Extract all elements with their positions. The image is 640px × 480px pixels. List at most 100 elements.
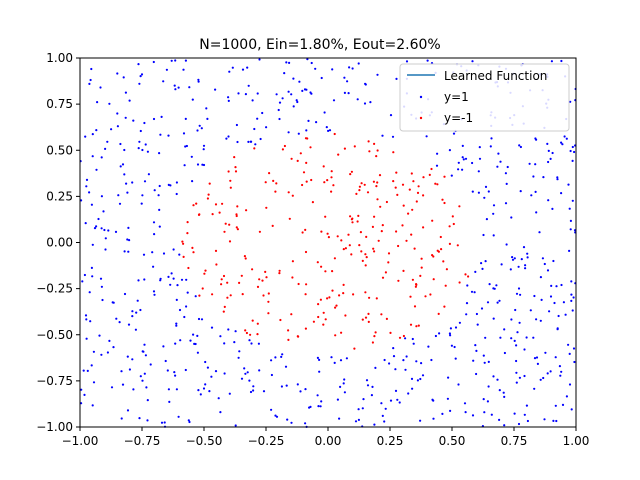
point-y-neg1 bbox=[272, 179, 275, 182]
point-y-neg1 bbox=[245, 331, 248, 335]
point-y1 bbox=[157, 194, 160, 197]
point-y1 bbox=[465, 313, 468, 316]
point-y-neg1 bbox=[415, 200, 418, 203]
point-y1 bbox=[395, 77, 398, 80]
point-y1 bbox=[254, 143, 257, 146]
point-y1 bbox=[281, 353, 284, 356]
x-axis: −1.00 −0.75 −0.50 −0.25 0.00 0.25 0.50 0.75 1.00 bbox=[62, 427, 589, 448]
point-y1 bbox=[120, 370, 123, 373]
point-y1 bbox=[139, 129, 142, 133]
point-y1 bbox=[114, 230, 118, 233]
point-y1 bbox=[278, 117, 281, 121]
point-y1 bbox=[91, 275, 94, 278]
point-y1 bbox=[85, 337, 88, 340]
point-y1 bbox=[127, 250, 130, 253]
point-y-neg1 bbox=[326, 232, 329, 235]
point-y1 bbox=[532, 336, 535, 339]
point-y1 bbox=[175, 181, 178, 184]
point-y1 bbox=[204, 383, 207, 386]
point-y1 bbox=[484, 336, 487, 339]
point-y1 bbox=[552, 259, 555, 263]
point-y1 bbox=[182, 132, 186, 135]
point-y1 bbox=[100, 285, 103, 288]
point-y1 bbox=[292, 105, 295, 108]
point-y-neg1 bbox=[416, 191, 420, 194]
point-y-neg1 bbox=[373, 250, 376, 253]
point-y1 bbox=[280, 385, 283, 388]
point-y1 bbox=[572, 347, 576, 350]
point-y1 bbox=[568, 207, 571, 210]
point-y1 bbox=[450, 174, 453, 177]
point-y1 bbox=[82, 369, 85, 372]
legend-marker-y1 bbox=[419, 95, 423, 99]
point-y1 bbox=[118, 202, 122, 205]
point-y1 bbox=[549, 370, 552, 373]
point-y-neg1 bbox=[330, 176, 333, 179]
point-y1 bbox=[515, 381, 518, 384]
point-y-neg1 bbox=[227, 170, 230, 173]
point-y-neg1 bbox=[448, 242, 451, 245]
point-y1 bbox=[141, 148, 144, 152]
point-y1 bbox=[496, 165, 499, 168]
point-y-neg1 bbox=[437, 312, 440, 315]
point-y-neg1 bbox=[397, 244, 400, 248]
point-y1 bbox=[510, 318, 513, 321]
point-y1 bbox=[498, 299, 501, 302]
y-tick-label: 0.25 bbox=[46, 189, 73, 203]
point-y1 bbox=[227, 96, 230, 99]
point-y1 bbox=[84, 314, 88, 317]
point-y1 bbox=[301, 89, 304, 92]
point-y-neg1 bbox=[401, 224, 404, 227]
point-y1 bbox=[569, 100, 572, 103]
point-y-neg1 bbox=[291, 194, 294, 197]
point-y-neg1 bbox=[271, 224, 274, 227]
point-y1 bbox=[551, 151, 554, 155]
point-y1 bbox=[146, 419, 149, 422]
point-y-neg1 bbox=[436, 183, 439, 186]
point-y-neg1 bbox=[437, 250, 440, 253]
point-y-neg1 bbox=[431, 219, 434, 222]
point-y-neg1 bbox=[208, 182, 211, 185]
point-y-neg1 bbox=[410, 172, 413, 175]
point-y1 bbox=[343, 378, 346, 381]
point-y1 bbox=[270, 359, 273, 362]
point-y1 bbox=[116, 72, 119, 75]
point-y1 bbox=[206, 366, 209, 369]
point-y1 bbox=[196, 334, 199, 337]
point-y-neg1 bbox=[349, 215, 352, 218]
point-y-neg1 bbox=[343, 147, 346, 150]
point-y-neg1 bbox=[350, 253, 353, 256]
point-y1 bbox=[252, 389, 255, 392]
point-y1 bbox=[188, 86, 191, 89]
point-y1 bbox=[304, 422, 307, 425]
point-y1 bbox=[411, 337, 414, 341]
point-y1 bbox=[123, 250, 126, 253]
point-y1 bbox=[564, 313, 567, 316]
point-y-neg1 bbox=[376, 181, 379, 184]
point-y1 bbox=[139, 75, 142, 78]
point-y-neg1 bbox=[311, 201, 314, 204]
point-y1 bbox=[310, 61, 313, 65]
point-y-neg1 bbox=[372, 247, 375, 250]
point-y1 bbox=[97, 217, 100, 221]
point-y-neg1 bbox=[441, 198, 444, 201]
point-y1 bbox=[489, 145, 492, 148]
point-y1 bbox=[520, 258, 523, 261]
point-y1 bbox=[287, 90, 290, 93]
point-y1 bbox=[225, 137, 228, 140]
point-y-neg1 bbox=[443, 175, 446, 178]
point-y-neg1 bbox=[283, 144, 286, 148]
point-y-neg1 bbox=[214, 203, 218, 206]
point-y1 bbox=[546, 142, 549, 145]
point-y1 bbox=[365, 379, 369, 382]
point-y1 bbox=[202, 148, 205, 151]
point-y-neg1 bbox=[320, 265, 323, 268]
point-y1 bbox=[200, 318, 204, 321]
point-y-neg1 bbox=[211, 213, 214, 216]
point-y1 bbox=[88, 191, 91, 194]
point-y1 bbox=[278, 101, 282, 104]
x-tick-label: −1.00 bbox=[62, 434, 99, 448]
point-y1 bbox=[369, 101, 372, 104]
point-y1 bbox=[104, 147, 107, 150]
point-y1 bbox=[179, 339, 182, 342]
